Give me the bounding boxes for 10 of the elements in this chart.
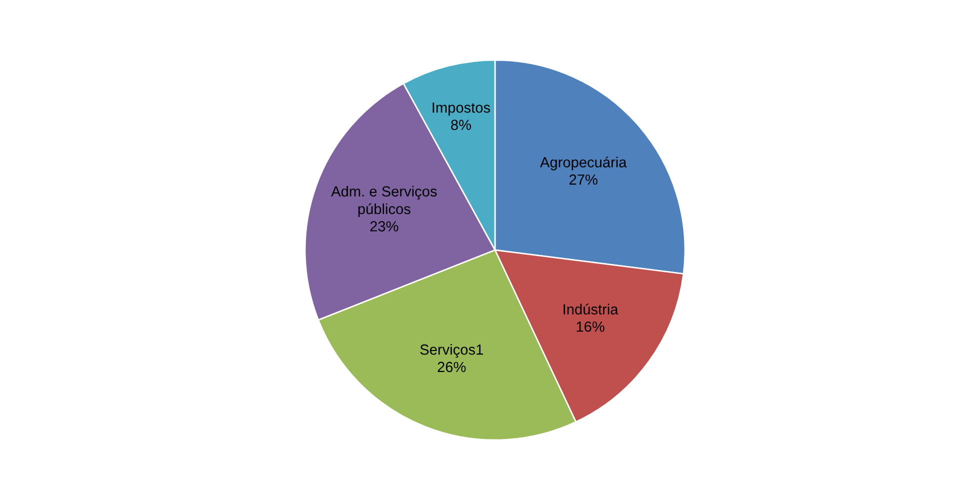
slice-label: Agropecuária (540, 156, 627, 170)
data-label: 16% (576, 321, 604, 332)
slice-label: Adm. e Serviços públicos (331, 186, 437, 218)
data-label: 26% (438, 362, 466, 372)
slice-label: Serviços1 (420, 344, 483, 358)
data-label: 23% (370, 221, 398, 232)
slice-label: Indústria (564, 304, 618, 315)
data-label: 8% (451, 120, 471, 130)
data-label: 27% (570, 174, 598, 185)
slice-label: Impostos (432, 102, 490, 116)
